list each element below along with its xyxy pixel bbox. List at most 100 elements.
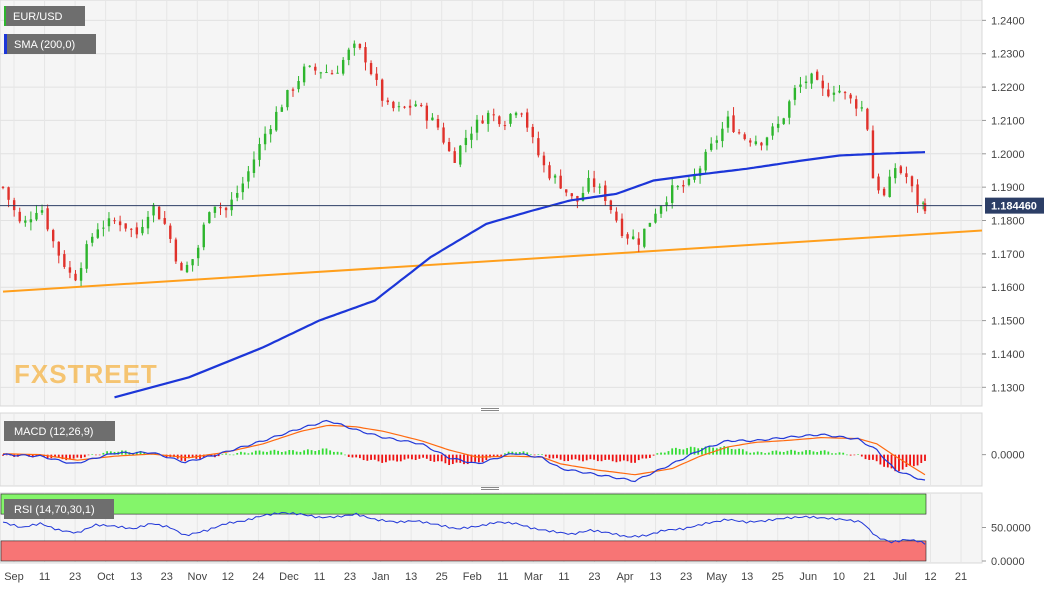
- candle-body: [408, 105, 412, 108]
- gridlines: [0, 0, 982, 563]
- candle-body: [247, 171, 250, 182]
- candle-body: [319, 72, 323, 74]
- candle-body: [40, 210, 44, 213]
- legend-rsi[interactable]: RSI (14,70,30,1): [4, 499, 114, 519]
- panel-resize-handle-macd[interactable]: [481, 408, 499, 411]
- macd-histogram-bar: [875, 454, 878, 462]
- macd-histogram-bar: [648, 454, 651, 458]
- macd-histogram-bar: [466, 454, 469, 465]
- macd-histogram-bar: [373, 454, 376, 460]
- macd-histogram-bar: [377, 454, 380, 462]
- candle-body: [815, 71, 819, 80]
- macd-histogram-bar: [548, 454, 551, 459]
- candle-body: [18, 211, 21, 222]
- candle-body: [208, 212, 211, 224]
- macd-histogram-bar: [578, 454, 581, 461]
- candle-body: [330, 73, 334, 75]
- candle-body: [85, 244, 88, 269]
- candle-body: [704, 151, 707, 171]
- candle-body: [1, 186, 5, 188]
- macd-panel[interactable]: [0, 412, 983, 487]
- macd-histogram-bar: [492, 454, 495, 457]
- macd-histogram-bar: [57, 454, 60, 458]
- time-tick-label: Apr: [616, 571, 633, 583]
- macd-histogram-bar: [31, 454, 34, 458]
- macd-histogram-bar: [556, 454, 558, 459]
- macd-histogram-bar: [232, 454, 235, 456]
- time-tick-label: 13: [741, 571, 753, 583]
- macd-histogram-bar: [295, 451, 298, 455]
- macd-histogram-bar: [87, 454, 90, 456]
- candle-body: [520, 113, 523, 115]
- time-tick-label: 21: [955, 571, 967, 583]
- macd-histogram-bar: [533, 454, 536, 456]
- macd-histogram-bar: [834, 453, 837, 455]
- x-axis: Sep 11 23 Oct 13 23 Nov 12 24 Dec 11 23 Jan 13 25 Feb 11…: [4, 571, 967, 583]
- price-tick-label: 1.1300: [991, 382, 1025, 394]
- candle-body: [425, 105, 429, 121]
- candle-body: [68, 267, 72, 273]
- legend-sma[interactable]: SMA (200,0): [4, 34, 96, 54]
- macd-histogram-bar: [247, 453, 250, 455]
- macd-histogram-bar: [448, 454, 451, 466]
- macd-histogram-bar: [552, 454, 555, 459]
- macd-lines: [2, 419, 926, 483]
- macd-histogram-bar: [440, 454, 443, 462]
- legend-macd[interactable]: MACD (12,26,9): [4, 421, 115, 441]
- time-tick-label: Feb: [463, 571, 482, 583]
- macd-histogram-bar: [180, 454, 183, 461]
- candle-body: [782, 118, 785, 124]
- macd-histogram-bar: [444, 454, 447, 464]
- macd-histogram-bar: [187, 454, 190, 459]
- macd-histogram-bar: [240, 451, 242, 455]
- macd-histogram-bar: [61, 454, 64, 460]
- candle-body: [838, 90, 841, 93]
- macd-histogram-bar: [652, 454, 655, 456]
- macd-histogram-bar: [154, 452, 157, 455]
- candle-body: [397, 106, 401, 108]
- macd-histogram-bar: [314, 451, 317, 455]
- candle-body: [559, 175, 562, 189]
- macd-histogram-bar: [563, 454, 566, 462]
- candle-body: [325, 72, 328, 74]
- legend-symbol[interactable]: EUR/USD: [4, 6, 85, 26]
- candle-body: [196, 247, 200, 259]
- macd-histogram-bar: [422, 454, 425, 458]
- macd-histogram-bar: [634, 454, 636, 463]
- candle-body: [587, 177, 590, 192]
- macd-histogram-bar: [779, 451, 781, 455]
- time-tick-label: 12: [924, 571, 936, 583]
- candle-body: [537, 138, 540, 156]
- macd-histogram-bar: [574, 454, 577, 460]
- candle-body: [827, 89, 830, 97]
- macd-histogram-bar: [299, 451, 302, 455]
- macd-histogram-bar: [407, 454, 410, 459]
- candle-body: [174, 239, 178, 262]
- macd-histogram-bar: [886, 454, 889, 468]
- macd-histogram-bar: [704, 446, 707, 455]
- macd-histogram-bar: [336, 451, 339, 455]
- macd-histogram-bar: [734, 449, 737, 455]
- candle-body: [118, 221, 122, 226]
- macd-histogram-bar: [433, 454, 436, 462]
- price-tick-label: 1.2400: [991, 15, 1025, 27]
- price-panel[interactable]: [0, 0, 983, 407]
- macd-histogram-bar: [626, 454, 629, 462]
- macd-histogram-bar: [582, 454, 584, 462]
- macd-histogram-bar: [537, 454, 540, 455]
- macd-histogram-bar: [429, 454, 432, 461]
- trendline: [2, 229, 983, 293]
- macd-histogram-bar: [310, 450, 313, 455]
- macd-histogram-bar: [266, 451, 268, 455]
- candle-body: [358, 43, 362, 48]
- panel-resize-handle-rsi[interactable]: [481, 487, 499, 490]
- candle-body: [308, 65, 311, 67]
- macd-histogram-bar: [715, 448, 718, 455]
- candle-body: [598, 186, 601, 188]
- candle-body: [654, 213, 657, 223]
- candle-body: [631, 236, 635, 239]
- time-tick-label: 23: [161, 571, 173, 583]
- macd-histogram-bar: [756, 451, 759, 455]
- macd-histogram-bar: [541, 454, 543, 455]
